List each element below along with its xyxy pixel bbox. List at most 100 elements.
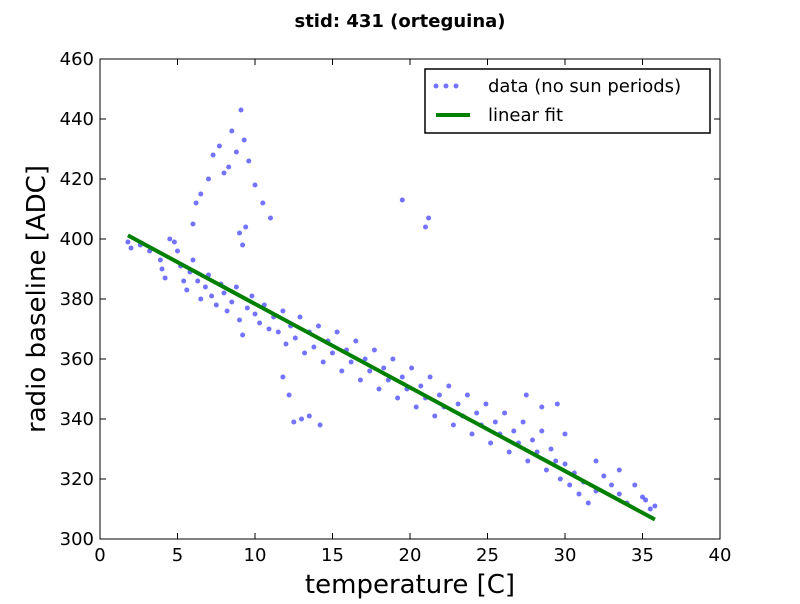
plot-area	[125, 107, 658, 522]
y-tick-label: 300	[60, 529, 94, 550]
y-tick-label: 340	[60, 409, 94, 430]
data-point	[198, 191, 204, 197]
y-tick-label: 440	[60, 109, 94, 130]
y-tick-label: 380	[60, 289, 94, 310]
data-point	[229, 128, 235, 134]
data-point	[317, 422, 323, 428]
data-point	[632, 482, 638, 488]
data-point	[260, 200, 266, 206]
data-point	[488, 440, 494, 446]
data-point	[492, 419, 498, 425]
data-point	[455, 401, 461, 407]
data-point	[198, 296, 204, 302]
data-point	[395, 395, 401, 401]
data-point	[266, 326, 272, 332]
y-tick-label: 460	[60, 49, 94, 70]
data-point	[292, 335, 298, 341]
data-point	[525, 458, 531, 464]
axis-ticks: 0 5 10 15 20 25 30 35 40 300 320 340 360 380 400 420 440…	[60, 49, 732, 566]
data-point	[175, 248, 180, 254]
data-point	[506, 449, 512, 455]
data-point	[616, 467, 622, 473]
data-point	[530, 437, 535, 443]
x-tick-label: 5	[172, 545, 183, 566]
data-point	[523, 392, 529, 398]
data-point	[181, 278, 187, 284]
data-point	[502, 410, 508, 416]
data-point	[576, 491, 582, 497]
data-point	[280, 374, 286, 380]
data-point	[609, 482, 614, 488]
data-point	[371, 347, 377, 353]
data-point	[426, 215, 432, 221]
data-point	[539, 404, 545, 410]
x-tick-label: 0	[94, 545, 105, 566]
data-point	[334, 329, 340, 335]
data-point	[257, 320, 263, 326]
data-point	[320, 359, 326, 365]
data-point	[226, 164, 232, 170]
data-point	[601, 473, 607, 479]
data-point	[316, 323, 321, 329]
data-point	[128, 245, 134, 251]
data-point	[381, 365, 387, 371]
data-point	[252, 311, 258, 317]
data-point	[557, 476, 563, 482]
data-point	[209, 293, 215, 299]
data-point	[450, 422, 456, 428]
data-point	[202, 284, 208, 290]
data-point	[249, 293, 255, 299]
data-point	[311, 344, 317, 350]
data-point	[647, 506, 653, 512]
data-point	[562, 461, 568, 467]
data-point	[302, 350, 308, 356]
data-point	[238, 107, 244, 113]
data-point	[399, 374, 405, 380]
data-point	[240, 242, 246, 248]
legend: data (no sun periods) linear fit	[424, 68, 711, 134]
legend-marker-data	[453, 83, 459, 89]
data-point	[483, 401, 489, 407]
data-point	[543, 467, 549, 473]
data-point	[511, 428, 517, 434]
data-point	[548, 446, 554, 452]
data-point	[464, 392, 470, 398]
data-point	[306, 413, 312, 419]
data-point	[167, 236, 173, 242]
data-point	[585, 500, 591, 506]
data-point	[427, 374, 433, 380]
data-point	[206, 176, 211, 182]
data-point	[413, 404, 419, 410]
x-tick-label: 30	[554, 545, 577, 566]
data-point	[190, 257, 196, 263]
data-point	[162, 275, 168, 281]
data-point	[246, 158, 252, 164]
data-point	[553, 458, 559, 464]
legend-marker-data	[433, 83, 439, 89]
data-point	[213, 302, 219, 308]
data-point	[539, 428, 545, 434]
data-point	[280, 308, 286, 314]
data-point	[390, 356, 396, 362]
data-point	[125, 239, 131, 245]
x-tick-label: 25	[476, 545, 499, 566]
data-point	[436, 392, 442, 398]
data-point	[652, 503, 658, 509]
data-point	[252, 182, 258, 188]
data-point	[567, 482, 573, 488]
data-point	[221, 170, 227, 176]
data-point	[221, 290, 227, 296]
data-point	[229, 299, 235, 305]
data-point	[330, 350, 335, 356]
data-point	[244, 305, 250, 311]
legend-box	[424, 68, 711, 134]
data-point	[423, 224, 428, 230]
legend-label-fit: linear fit	[488, 105, 563, 126]
x-tick-label: 35	[631, 545, 654, 566]
data-point	[224, 308, 230, 314]
legend-label-data: data (no sun periods)	[488, 76, 681, 97]
data-point	[268, 215, 273, 221]
data-point	[593, 458, 599, 464]
data-point	[195, 278, 201, 284]
